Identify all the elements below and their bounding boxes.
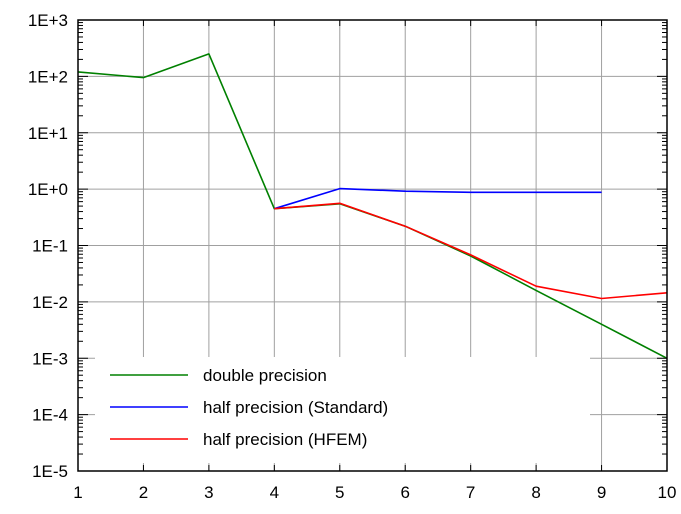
x-tick-label: 8 (531, 483, 540, 502)
x-axis: 1 2 3 4 5 6 7 8 9 10 (73, 20, 676, 502)
x-tick-label: 4 (270, 483, 279, 502)
legend-label: half precision (HFEM) (203, 430, 367, 449)
y-tick-label: 1E-2 (32, 293, 68, 312)
x-tick-label: 10 (658, 483, 677, 502)
x-tick-label: 5 (335, 483, 344, 502)
x-tick-label: 1 (73, 483, 82, 502)
y-tick-label: 1E-5 (32, 462, 68, 481)
minor-ticks (78, 22, 667, 455)
y-tick-label: 1E+2 (28, 67, 68, 86)
series-line (77, 53, 668, 360)
x-tick-label: 6 (400, 483, 409, 502)
legend: double precision half precision (Standard… (95, 357, 590, 463)
x-tick-label: 9 (597, 483, 606, 502)
y-tick-label: 1E+0 (28, 180, 68, 199)
y-axis: 1E+3 1E+2 1E+1 1E+0 1E-1 1E-2 1E-3 1E-4 1E-5 (28, 11, 667, 481)
legend-label: half precision (Standard) (203, 398, 388, 417)
series-line (274, 187, 602, 210)
y-tick-label: 1E-3 (32, 349, 68, 368)
x-tick-label: 2 (139, 483, 148, 502)
x-tick-label: 7 (466, 483, 475, 502)
y-tick-label: 1E+3 (28, 11, 68, 30)
legend-label: double precision (203, 366, 327, 385)
y-tick-label: 1E+1 (28, 124, 68, 143)
y-tick-label: 1E-1 (32, 237, 68, 256)
series-line (274, 202, 668, 300)
series-lines (77, 53, 668, 360)
x-tick-label: 3 (204, 483, 213, 502)
y-tick-label: 1E-4 (32, 406, 68, 425)
